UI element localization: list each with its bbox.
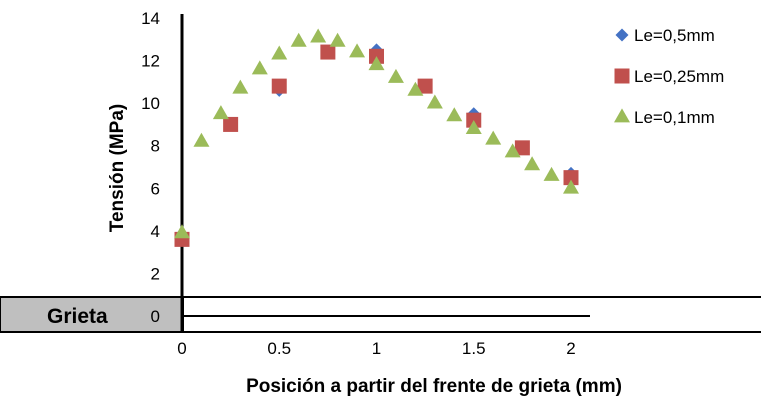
data-point [223,116,239,132]
y-tick-label: 6 [151,179,160,198]
y-tick-label: 0 [151,307,160,326]
legend-marker-le-0-1mm [614,108,630,123]
legend-label-le-0-1mm: Le=0,1mm [634,108,715,127]
data-point [368,56,385,71]
grieta-label: Grieta [47,305,108,328]
data-point [271,78,287,94]
data-point [417,78,433,94]
data-point [271,45,288,60]
data-point [349,43,366,58]
data-point [485,130,502,145]
data-point [310,28,327,43]
y-axis-title: Tensión (MPa) [107,104,128,232]
y-tick-label: 10 [141,94,160,113]
data-point [320,44,336,60]
data-point [563,179,579,194]
series-le-0-25mm [174,44,579,247]
data-point [407,81,424,96]
y-tick-label: 4 [151,222,160,241]
legend-label-le-0-5mm: Le=0,5mm [634,26,715,45]
y-tick-label: 12 [141,52,160,71]
legend-marker-le-0-25mm [614,68,630,84]
x-tick-label: 1 [372,339,381,358]
data-point [329,32,346,47]
y-tick-label: 8 [151,137,160,156]
legend-marker-le-0-5mm [615,28,629,42]
series-le-0-1mm [174,28,579,239]
data-point [212,105,229,120]
data-point [543,166,560,181]
data-point [524,156,541,171]
data-point [465,120,482,135]
y-tick-label: 2 [151,264,160,283]
y-tick-label: 14 [141,9,160,28]
data-point [504,143,521,158]
data-point [514,140,530,156]
x-tick-label: 0 [177,339,186,358]
data-point [387,68,404,83]
data-point [426,94,443,109]
x-tick-label: 0.5 [267,339,291,358]
x-tick-label: 2 [566,339,575,358]
legend-label-le-0-25mm: Le=0,25mm [634,67,724,86]
x-tick-label: 1.5 [462,339,486,358]
data-point [174,224,190,239]
data-point [251,60,268,75]
data-point [232,79,249,94]
x-axis-title: Posición a partir del frente de grieta (… [246,376,622,397]
data-point [193,132,210,147]
data-point [290,32,307,47]
data-point [563,170,579,186]
data-point [446,107,463,122]
